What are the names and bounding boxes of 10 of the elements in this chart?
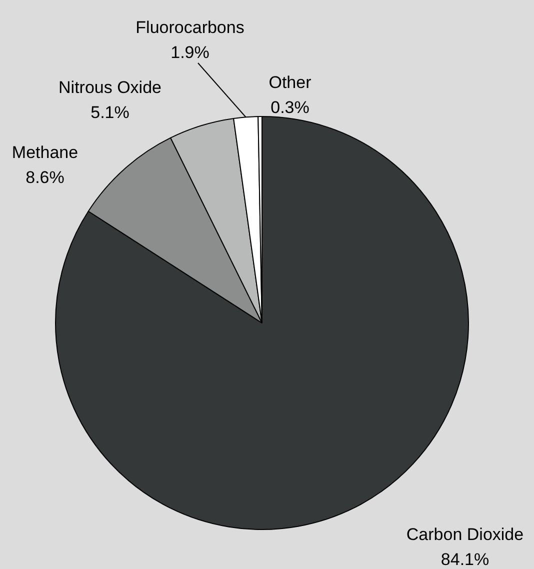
data-label: 84.1% <box>440 550 490 569</box>
data-label: 1.9% <box>170 43 210 62</box>
slice-label: Nitrous Oxide <box>58 78 162 97</box>
data-label: 5.1% <box>90 103 130 122</box>
data-label: 0.3% <box>270 98 310 117</box>
slice-label: Methane <box>12 143 78 162</box>
slice-label: Fluorocarbons <box>136 18 244 37</box>
data-label: 8.6% <box>26 168 64 187</box>
slice-label: Other <box>268 73 312 92</box>
slice-label: Carbon Dioxide <box>406 525 524 544</box>
